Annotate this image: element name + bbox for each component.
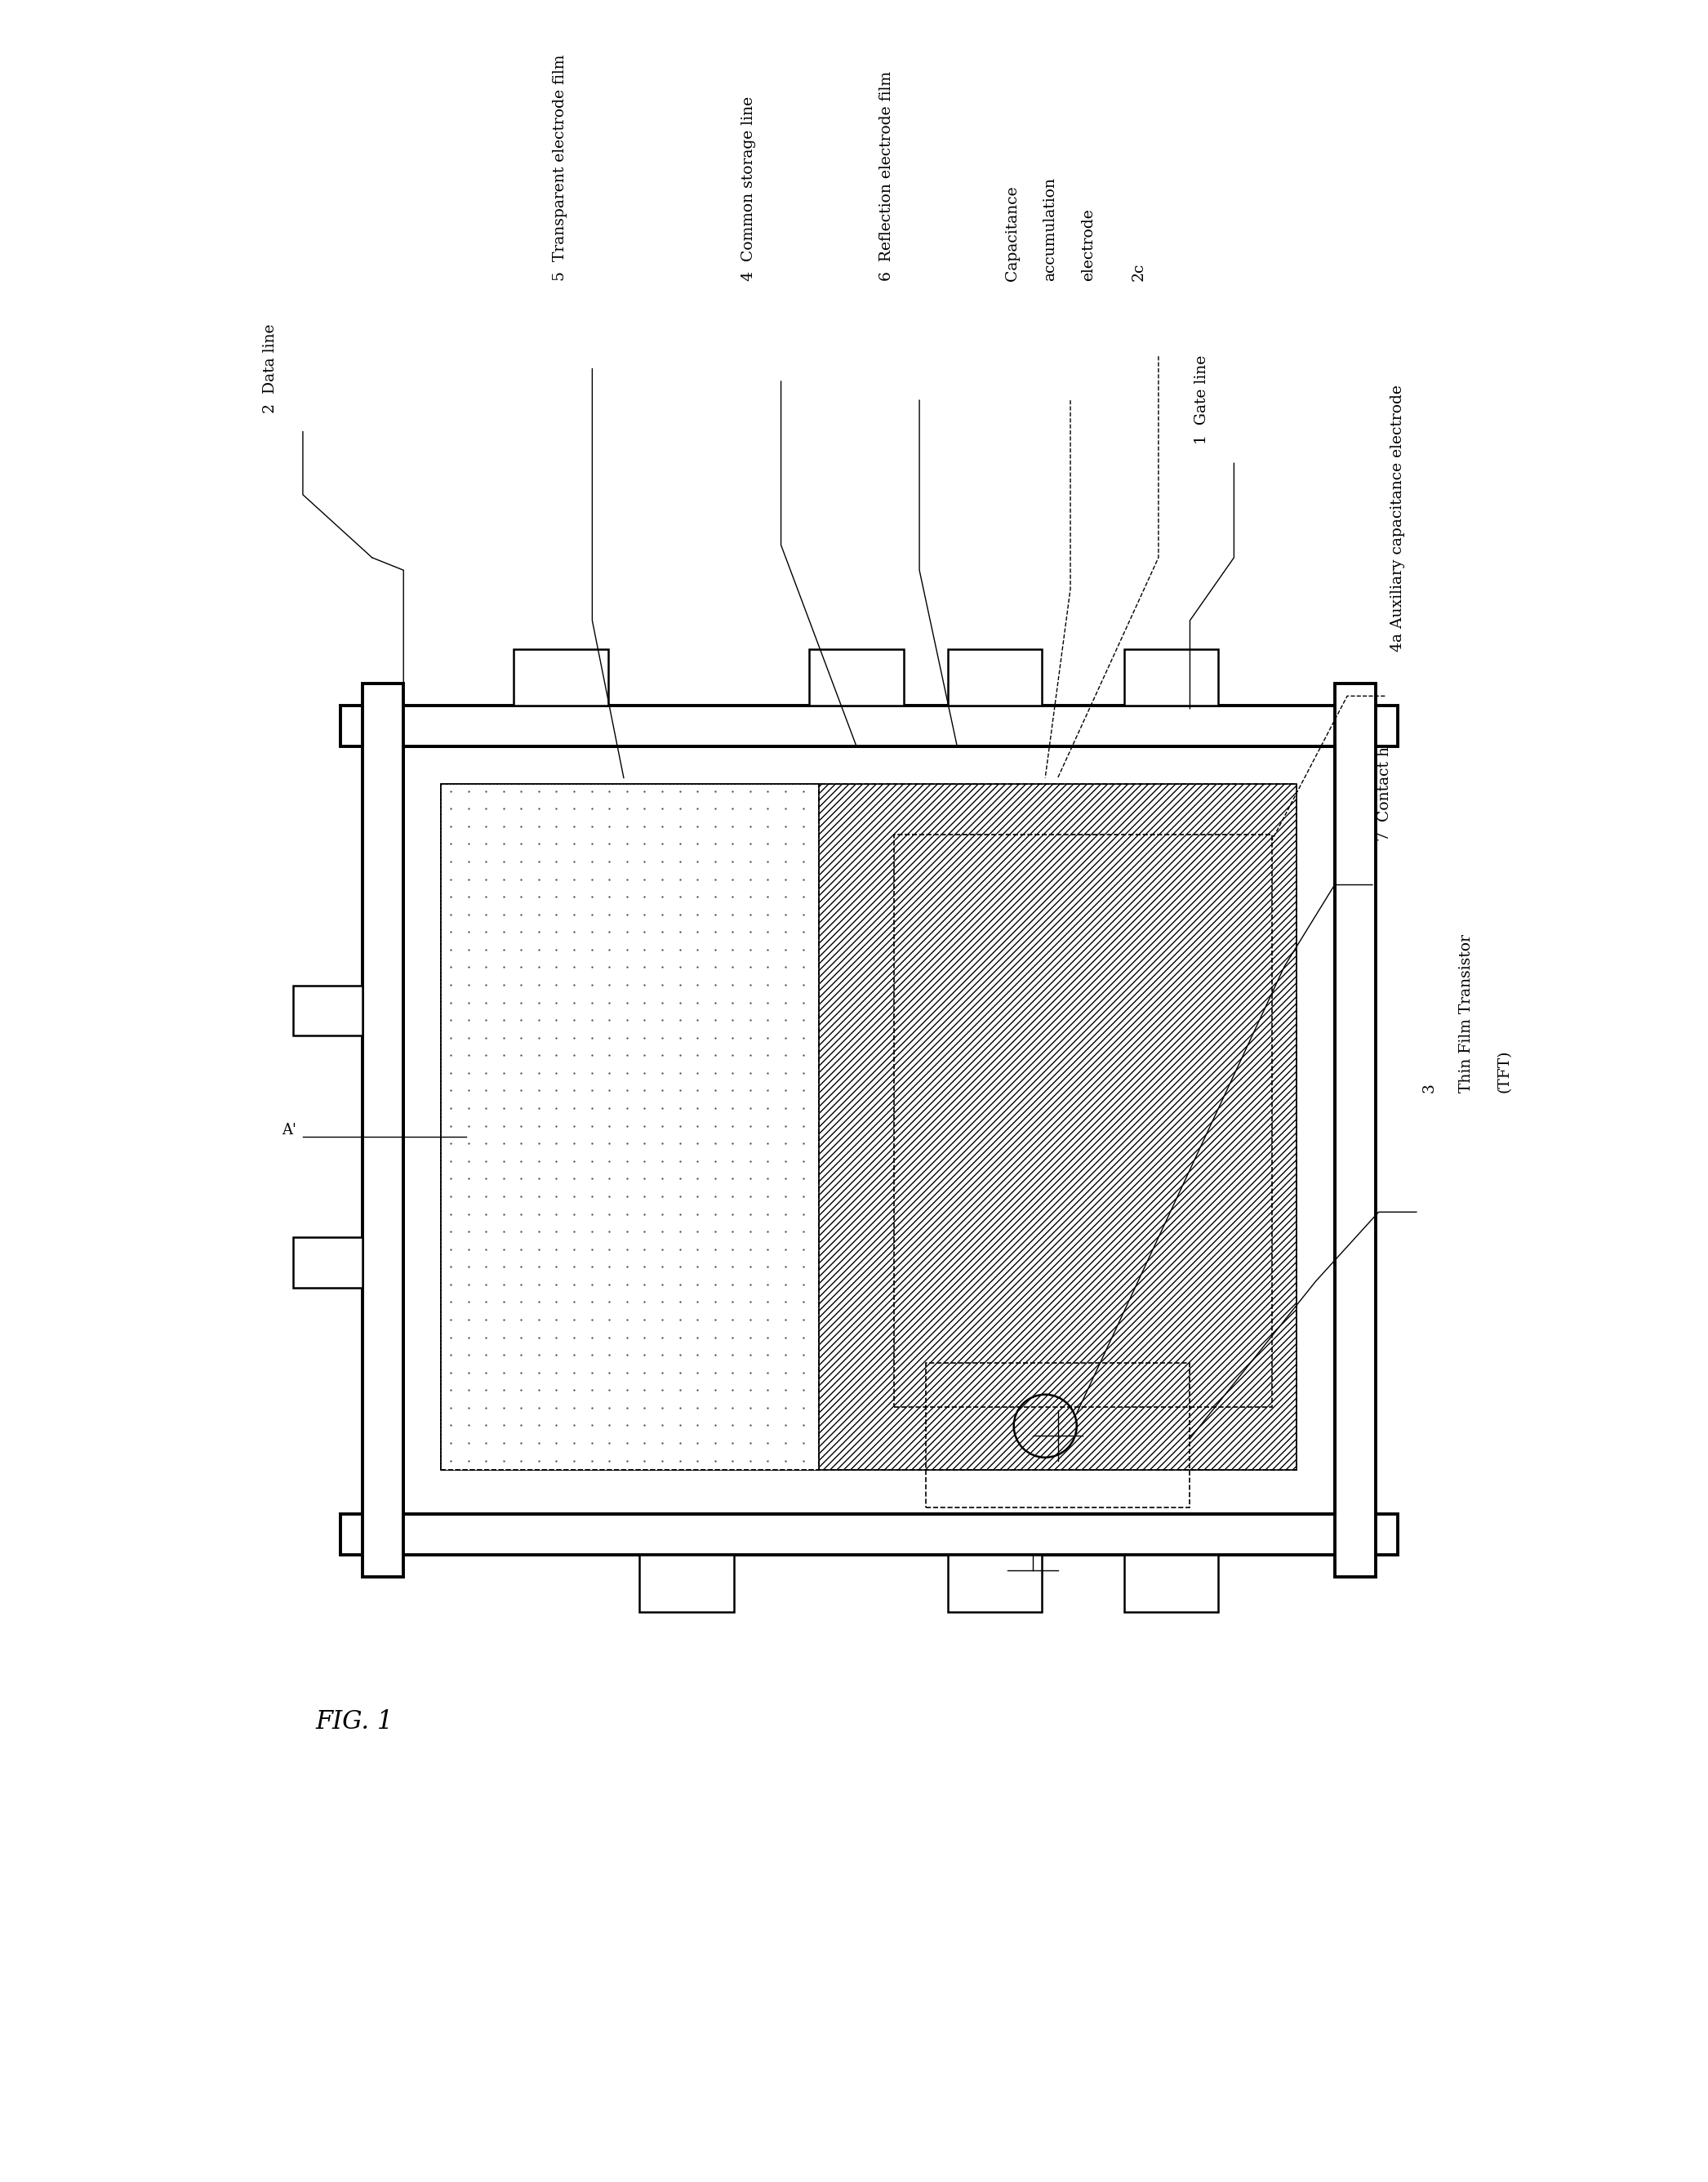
Bar <box>403 746 1334 1514</box>
Text: A: A <box>1009 1595 1020 1610</box>
Bar <box>441 783 1296 1471</box>
Bar <box>441 783 818 1471</box>
Bar <box>1334 683 1375 1578</box>
Bar <box>948 648 1042 705</box>
Bar <box>294 986 362 1036</box>
Text: 7  Contact hole: 7 Contact hole <box>1378 722 1392 840</box>
Bar <box>441 783 1296 1471</box>
Bar <box>340 705 1397 746</box>
Text: 4  Common storage line: 4 Common storage line <box>741 96 757 281</box>
Text: Thin Film Transistor: Thin Film Transistor <box>1459 934 1474 1093</box>
Text: 4a Auxiliary capacitance electrode: 4a Auxiliary capacitance electrode <box>1390 384 1406 652</box>
Bar <box>639 1556 734 1612</box>
Text: accumulation: accumulation <box>1044 177 1057 281</box>
Text: A': A' <box>282 1124 297 1137</box>
Text: 2c: 2c <box>1131 262 1146 281</box>
Text: Capacitance: Capacitance <box>1006 185 1020 281</box>
Text: (TFT): (TFT) <box>1498 1050 1512 1093</box>
Text: 6  Reflection electrode film: 6 Reflection electrode film <box>880 70 895 281</box>
Bar <box>362 683 403 1578</box>
Bar <box>810 648 904 705</box>
Bar <box>895 834 1272 1407</box>
Text: electrode: electrode <box>1081 207 1095 281</box>
Bar <box>340 1514 1397 1556</box>
Text: 3: 3 <box>1421 1082 1436 1093</box>
Text: FIG. 1: FIG. 1 <box>316 1709 393 1735</box>
Bar <box>294 1237 362 1287</box>
Text: 2  Data line: 2 Data line <box>263 323 278 412</box>
Bar <box>1124 1556 1218 1612</box>
Bar <box>514 648 608 705</box>
Bar <box>926 1364 1190 1508</box>
Text: 1  Gate line: 1 Gate line <box>1194 356 1209 445</box>
Text: 5  Transparent electrode film: 5 Transparent electrode film <box>552 55 567 281</box>
Bar <box>1124 648 1218 705</box>
Bar <box>441 783 818 1471</box>
Bar <box>948 1556 1042 1612</box>
